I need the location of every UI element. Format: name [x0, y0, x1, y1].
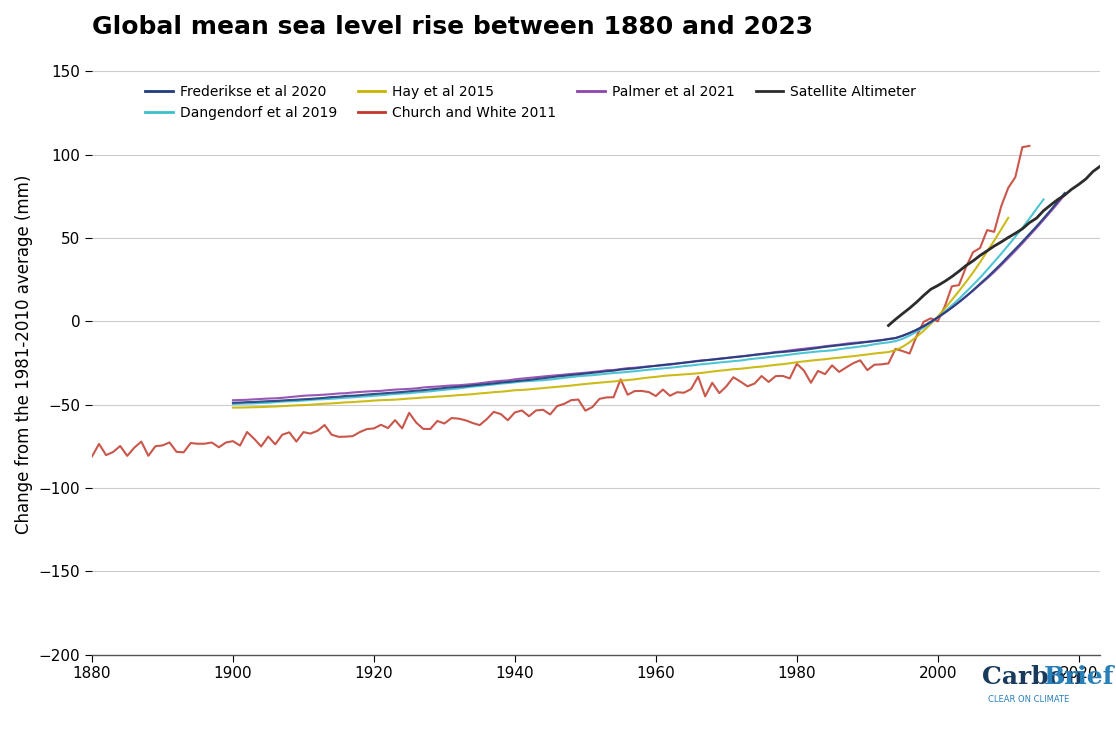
Text: CLEAR ON CLIMATE: CLEAR ON CLIMATE — [988, 695, 1069, 704]
Text: Global mean sea level rise between 1880 and 2023: Global mean sea level rise between 1880 … — [92, 15, 814, 39]
Y-axis label: Change from the 1981-2010 average (mm): Change from the 1981-2010 average (mm) — [15, 175, 33, 534]
Text: Carbon: Carbon — [982, 665, 1084, 689]
Text: Brief: Brief — [1043, 665, 1114, 689]
Legend: Frederikse et al 2020, Dangendorf et al 2019, Hay et al 2015, Church and White 2: Frederikse et al 2020, Dangendorf et al … — [140, 80, 922, 126]
